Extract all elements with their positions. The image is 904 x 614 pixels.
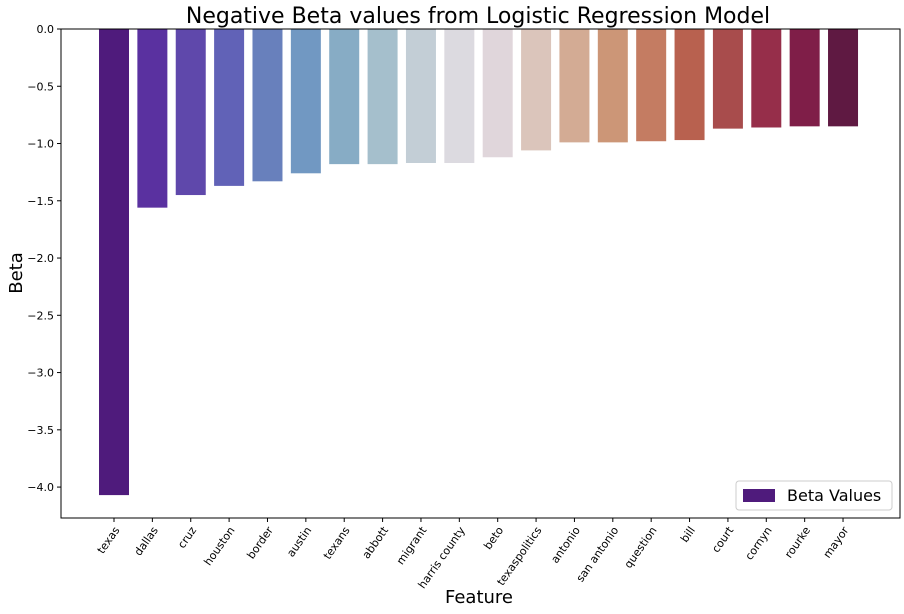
legend-swatch — [743, 489, 775, 502]
x-tick-label: migrant — [394, 524, 430, 567]
bar-migrant — [405, 29, 436, 163]
y-tick-label: −1.0 — [27, 138, 54, 151]
bar-mayor — [828, 29, 859, 127]
y-axis: 0.0 −0.5 −1.0 −1.5 −2.0 −2.5 −3.0 −3.5 −4.0 — [27, 23, 61, 494]
bar-antonio — [559, 29, 590, 143]
bar-texans — [329, 29, 360, 165]
y-tick-label: 0.0 — [37, 23, 55, 36]
x-tick-label: court — [709, 524, 736, 555]
plot-frame — [60, 28, 901, 519]
x-tick-label: houston — [201, 524, 237, 568]
legend: Beta Values — [735, 480, 893, 511]
x-axis: texas dallas cruz houston border austin texans… — [95, 518, 852, 591]
bar-cruz — [175, 29, 206, 196]
x-tick-label: cornyn — [743, 524, 775, 562]
bars-layer — [99, 29, 859, 496]
bar-cornyn — [751, 29, 782, 128]
x-tick-label: question — [622, 524, 660, 570]
x-tick-label: abbott — [360, 524, 392, 562]
x-tick-label: rourke — [782, 524, 813, 561]
bar-texaspolitics — [521, 29, 552, 151]
x-tick-label: austin — [284, 524, 314, 559]
x-tick-label: texas — [95, 524, 123, 556]
y-tick-label: −2.0 — [27, 252, 54, 265]
x-tick-label: beto — [481, 524, 506, 552]
y-axis-title: Beta — [6, 252, 27, 294]
legend-box — [735, 480, 893, 511]
bar-austin — [290, 29, 321, 174]
x-tick-label: dallas — [132, 524, 161, 558]
x-tick-label: texans — [321, 524, 353, 562]
x-tick-label: antonio — [548, 524, 583, 566]
legend-label: Beta Values — [787, 486, 881, 505]
bar-harris-county — [444, 29, 475, 163]
y-tick-label: −4.0 — [27, 481, 54, 494]
bar-abbott — [367, 29, 398, 165]
x-tick-label: mayor — [821, 524, 852, 561]
bar-question — [636, 29, 667, 142]
y-tick-label: −1.5 — [27, 195, 54, 208]
x-tick-label: border — [244, 524, 276, 562]
bar-border — [252, 29, 283, 182]
bar-bill — [674, 29, 705, 141]
y-tick-label: −3.0 — [27, 367, 54, 380]
y-tick-label: −3.5 — [27, 424, 54, 437]
y-tick-label: −2.5 — [27, 309, 54, 322]
chart-title: Negative Beta values from Logistic Regre… — [186, 4, 770, 29]
y-tick-label: −0.5 — [27, 80, 54, 93]
bar-rourke — [789, 29, 820, 127]
x-tick-label: bill — [678, 524, 698, 545]
bar-dallas — [137, 29, 168, 208]
bar-texas — [99, 29, 129, 496]
bar-beto — [482, 29, 513, 158]
bar-court — [712, 29, 743, 129]
x-tick-label: cruz — [175, 524, 199, 551]
bar-houston — [214, 29, 245, 186]
bar-san-antonio — [597, 29, 628, 143]
x-axis-title: Feature — [445, 587, 513, 608]
